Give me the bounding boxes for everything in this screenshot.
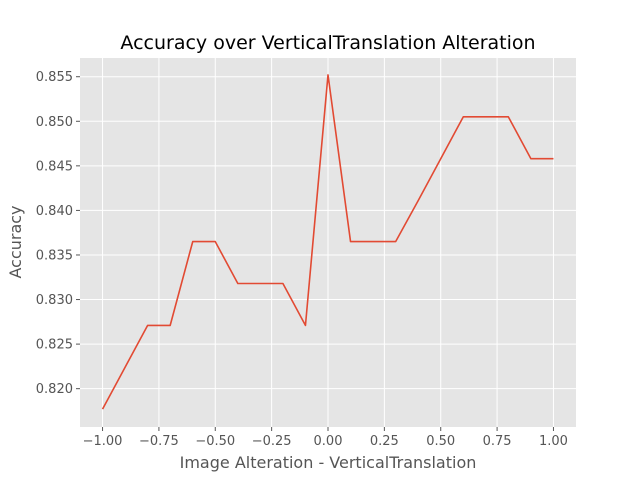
- y-tick-label: 0.835: [36, 248, 73, 263]
- y-tick-label: 0.845: [36, 159, 73, 174]
- series-layer: [101, 74, 554, 410]
- axis-ticks: −1.00 −0.75 −0.50 −0.25 0.00 0.25 0.50 0.75 1.00…: [36, 70, 568, 449]
- y-tick-label: 0.850: [36, 115, 73, 130]
- y-tick-label: 0.820: [36, 382, 73, 397]
- x-tick-label: 0.25: [370, 434, 399, 449]
- chart-title: Accuracy over VerticalTranslation Altera…: [120, 32, 535, 54]
- x-tick-label: −0.75: [139, 434, 179, 449]
- y-tick-label: 0.855: [36, 70, 73, 85]
- x-tick-label: −0.50: [195, 434, 235, 449]
- x-tick-label: −1.00: [83, 434, 123, 449]
- y-tick-label: 0.840: [36, 204, 73, 219]
- y-tick-label: 0.825: [36, 338, 73, 353]
- x-axis-label: Image Alteration - VerticalTranslation: [180, 453, 477, 472]
- x-tick-label: −0.25: [252, 434, 292, 449]
- y-tick-label: 0.830: [36, 293, 73, 308]
- y-axis-label: Accuracy: [6, 205, 25, 278]
- x-tick-label: 0.50: [426, 434, 455, 449]
- grid: [80, 58, 576, 427]
- x-tick-label: 0.75: [483, 434, 512, 449]
- x-tick-label: 1.00: [539, 434, 568, 449]
- x-tick-label: 0.00: [314, 434, 343, 449]
